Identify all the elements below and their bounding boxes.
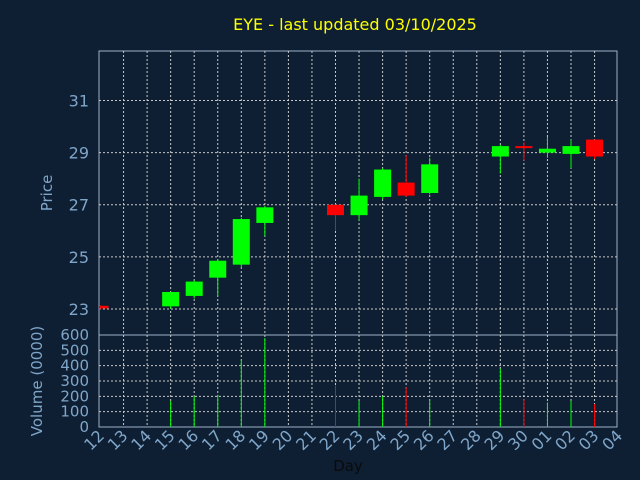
price-tick-label: 29	[69, 144, 89, 163]
price-candles	[99, 136, 604, 310]
volume-tick-label: 500	[60, 341, 89, 359]
volume-panel	[98, 334, 618, 428]
volume-tick-label: 200	[60, 387, 89, 405]
candle-body-up	[538, 148, 556, 153]
x-axis-label: Day	[333, 457, 363, 475]
candle-body-down	[99, 305, 109, 309]
volume-tick-label: 400	[60, 357, 89, 375]
candle-body-up	[350, 195, 368, 216]
price-tick-label: 27	[69, 196, 89, 215]
price-tick-label: 25	[69, 248, 89, 267]
candle-body-up	[185, 281, 203, 296]
volume-tick-label: 100	[60, 403, 89, 421]
candle-body-up	[562, 146, 580, 154]
axis-ticks: 1213141516171819202122232425262728293001…	[60, 92, 626, 455]
candle-body-up	[256, 207, 274, 223]
volume-tick-label: 0	[79, 418, 89, 436]
chart-title: EYE - last updated 03/10/2025	[233, 15, 477, 34]
price-tick-label: 23	[69, 300, 89, 319]
candle-body-down	[397, 182, 415, 196]
volume-tick-label: 300	[60, 372, 89, 390]
volume-tick-label: 600	[60, 326, 89, 344]
volume-bars	[170, 338, 596, 427]
candle-body-down	[586, 139, 604, 157]
candle-body-down	[515, 146, 533, 149]
candle-body-up	[209, 260, 227, 278]
candle-body-down	[327, 204, 344, 216]
price-axis-label: Price	[38, 175, 56, 212]
price-tick-label: 31	[69, 92, 89, 111]
candle-body-up	[374, 169, 392, 197]
candle-body-up	[232, 219, 250, 265]
candle-body-up	[491, 146, 509, 157]
candle-body-up	[421, 164, 439, 193]
price-panel	[98, 50, 618, 336]
volume-axis-label: Volume (0000)	[28, 326, 46, 436]
candle-body-up	[162, 292, 180, 307]
